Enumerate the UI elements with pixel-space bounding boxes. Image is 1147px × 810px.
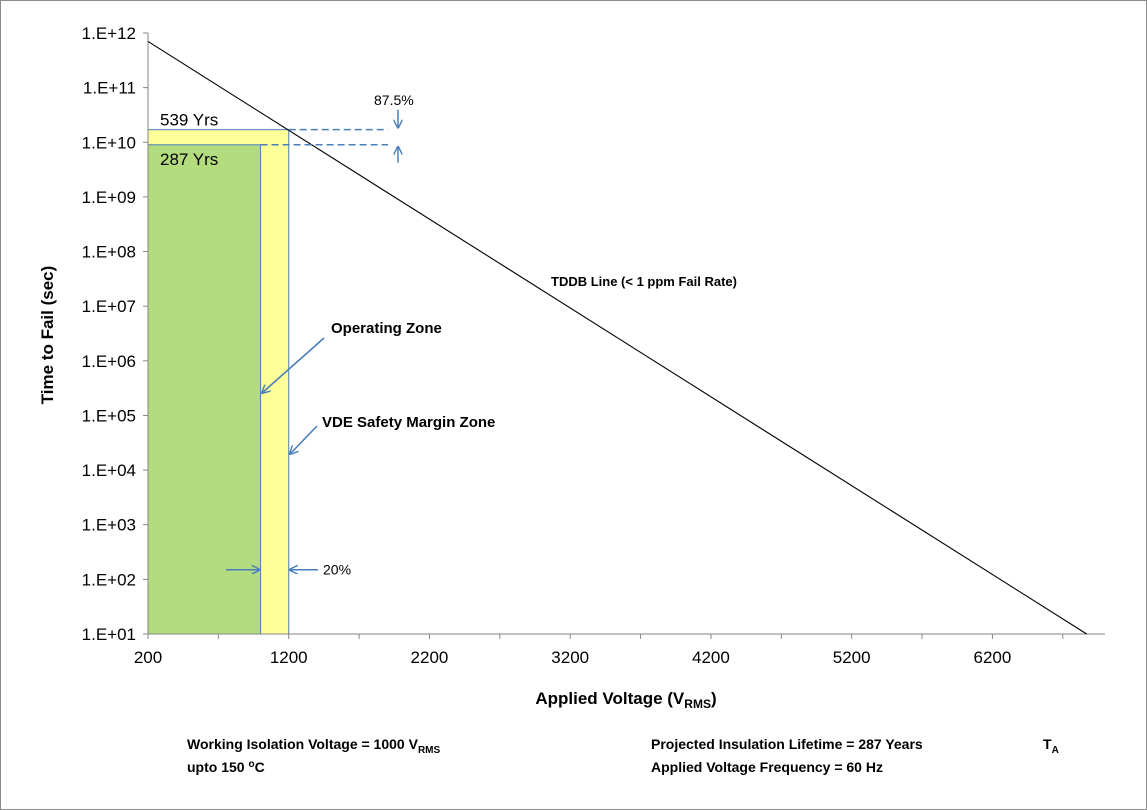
y-tick-label: 1.E+06 xyxy=(82,352,136,371)
ta-text: TA xyxy=(1043,736,1059,756)
vde-zone-annotation: VDE Safety Margin Zone xyxy=(322,414,495,431)
vde-zone-arrow xyxy=(290,425,318,454)
working-voltage-text: Working Isolation Voltage = 1000 VRMS xyxy=(187,736,440,756)
y-tick-label: 1.E+04 xyxy=(82,461,136,480)
x-tick-label: 2200 xyxy=(411,648,449,667)
y-tick-label: 1.E+02 xyxy=(82,570,136,589)
y-tick-label: 1.E+11 xyxy=(83,79,136,98)
tddb-series-line xyxy=(147,40,1087,635)
y-tick-label: 1.E+05 xyxy=(82,406,136,425)
operating-zone-rect xyxy=(147,144,262,635)
y-tick-label: 1.E+07 xyxy=(82,297,136,316)
y-axis-title: Time to Fail (sec) xyxy=(38,266,57,405)
margin-percent-label: 87.5% xyxy=(374,92,414,108)
line-layer xyxy=(147,40,1087,635)
x-tick-label: 1200 xyxy=(270,648,308,667)
temperature-text: upto 150 oC xyxy=(187,759,265,775)
operating-zone-years-label: 287 Yrs xyxy=(160,150,218,169)
x-tick-label: 6200 xyxy=(973,648,1011,667)
operating-zone-arrow xyxy=(262,337,325,393)
zones-layer: 539 Yrs 287 Yrs xyxy=(147,111,290,635)
vde-zone-years-label: 539 Yrs xyxy=(160,111,218,130)
y-tick-label: 1.E+03 xyxy=(82,516,136,535)
y-tick-label: 1.E+12 xyxy=(82,24,136,43)
y-tick-label: 1.E+08 xyxy=(82,243,136,262)
x-tick-label: 200 xyxy=(134,648,162,667)
y-tick-label: 1.E+01 xyxy=(82,625,136,644)
lifetime-text: Projected Insulation Lifetime = 287 Year… xyxy=(651,736,923,752)
y-tick-label: 1.E+09 xyxy=(82,188,136,207)
tddb-line-annotation: TDDB Line (< 1 ppm Fail Rate) xyxy=(551,274,737,289)
annotation-layer: 87.5% 20% Operating Zone VDE Safety Margin … xyxy=(226,92,737,578)
x-tick-label: 4200 xyxy=(692,648,730,667)
y-tick-label: 1.E+10 xyxy=(82,133,136,152)
x-tick-label: 5200 xyxy=(833,648,871,667)
frequency-text: Applied Voltage Frequency = 60 Hz xyxy=(651,759,883,775)
operating-zone-annotation: Operating Zone xyxy=(331,320,442,337)
voltage-percent-label: 20% xyxy=(323,562,351,578)
x-axis-title: Applied Voltage (VRMS) xyxy=(535,689,716,711)
axes-layer: 1.E+01 1.E+02 1.E+03 1.E+04 1.E+05 1.E+06 1.E+… xyxy=(82,24,1105,667)
x-tick-label: 3200 xyxy=(551,648,589,667)
